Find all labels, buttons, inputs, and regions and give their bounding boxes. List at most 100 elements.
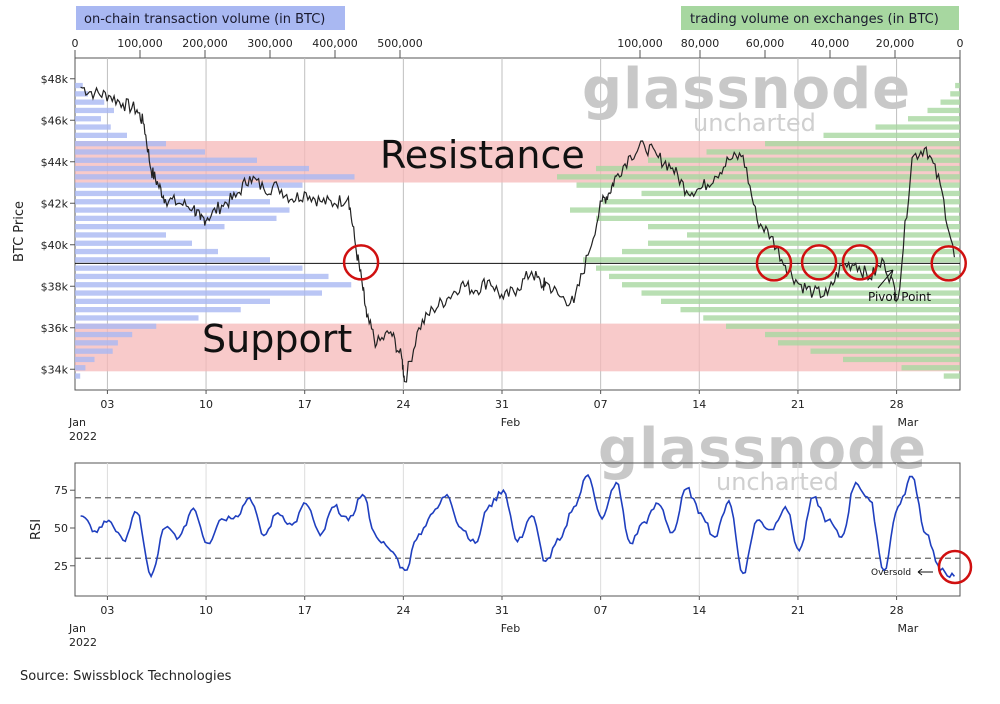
- onchain-header-box: [76, 6, 345, 30]
- exchange-tick-label: 80,000: [681, 37, 720, 50]
- rsi-x-tick-label: 28: [890, 604, 904, 617]
- exchange-volume-bar: [661, 298, 960, 304]
- exchange-tick-label: 20,000: [876, 37, 915, 50]
- onchain-volume-bar: [75, 116, 101, 122]
- exchange-volume-bar: [641, 190, 960, 197]
- rsi-x-tick-label: 10: [199, 604, 213, 617]
- onchain-volume-bar: [75, 348, 113, 354]
- rsi-month-label: Jan: [68, 622, 86, 635]
- rsi-x-tick-label: 21: [791, 604, 805, 617]
- exchange-volume-bar: [687, 232, 960, 238]
- onchain-volume-bar: [75, 99, 105, 105]
- exchange-tick-label: 100,000: [617, 37, 663, 50]
- price-y-tick-label: $48k: [41, 73, 69, 86]
- oversold-circle: [937, 549, 973, 585]
- onchain-volume-bar: [75, 165, 309, 172]
- watermark-sub: uncharted: [693, 109, 816, 137]
- watermark-top: glassnode uncharted: [582, 57, 911, 137]
- exchange-volume-bar: [901, 365, 960, 371]
- price-month-label: Feb: [501, 416, 520, 429]
- rsi-month-label: Feb: [501, 622, 520, 635]
- price-month-label: Mar: [897, 416, 918, 429]
- exchange-volume-bar: [570, 207, 960, 213]
- onchain-volume-bar: [75, 248, 218, 255]
- oversold-label: Oversold: [871, 568, 911, 578]
- price-y-tick-label: $40k: [41, 239, 69, 252]
- exchange-volume-bar: [576, 182, 960, 188]
- price-x-tick-label: 10: [199, 398, 213, 411]
- rsi-month-label: Mar: [897, 622, 918, 635]
- pivot-circle-marker: [841, 244, 879, 281]
- onchain-volume-bar: [75, 298, 270, 304]
- rsi-month-label: 2022: [69, 636, 97, 649]
- price-y-tick-label: $44k: [41, 156, 69, 169]
- exchange-volume-bar: [778, 340, 960, 346]
- pivot-circle-marker: [342, 244, 380, 281]
- onchain-volume-bar: [75, 290, 322, 296]
- exchange-volume-bar: [596, 265, 960, 271]
- price-x-tick-label: 03: [100, 398, 114, 411]
- onchain-volume-bar: [75, 182, 303, 188]
- exchange-volume-bar: [875, 124, 960, 130]
- exchange-volume-bar: [641, 290, 960, 296]
- rsi-y-tick-label: 25: [54, 560, 68, 573]
- onchain-volume-bar: [75, 265, 303, 271]
- price-x-tick-label: 31: [495, 398, 509, 411]
- rsi-y-label: RSI: [29, 519, 44, 540]
- rsi-x-tick-label: 31: [495, 604, 509, 617]
- exchange-volume-bar: [943, 373, 960, 379]
- onchain-tick-label: 500,000: [377, 37, 423, 50]
- onchain-volume-bar: [75, 373, 81, 379]
- support-label: Support: [202, 317, 352, 361]
- onchain-tick-label: 400,000: [312, 37, 358, 50]
- exchange-volume-profile: [557, 82, 960, 379]
- exchange-header-label: trading volume on exchanges (in BTC): [690, 12, 939, 27]
- exchange-volume-bar: [765, 331, 960, 338]
- exchange-volume-bar: [765, 141, 960, 147]
- rsi-y-tick-label: 50: [54, 522, 68, 535]
- price-y-tick-label: $38k: [41, 280, 69, 293]
- exchange-volume-bar: [955, 82, 960, 89]
- pivot-circles: [342, 244, 967, 282]
- onchain-volume-bar: [75, 273, 329, 280]
- rsi-x-tick-label: 17: [298, 604, 312, 617]
- exchange-volume-bar: [557, 174, 960, 180]
- exchange-volume-bar: [940, 99, 960, 105]
- exchange-volume-bar: [908, 116, 960, 122]
- watermark-sub-2: uncharted: [716, 468, 839, 496]
- onchain-volume-bar: [75, 257, 270, 263]
- onchain-volume-bar: [75, 132, 127, 138]
- onchain-tick-label: 0: [72, 37, 79, 50]
- rsi-plot-frame: [74, 462, 961, 597]
- onchain-volume-bar: [75, 232, 166, 238]
- exchange-header-box: [681, 6, 959, 30]
- rsi-y-axis: 25 50 75: [54, 484, 75, 573]
- price-y-label: BTC Price: [12, 201, 27, 262]
- onchain-volume-bar: [75, 224, 225, 230]
- onchain-volume-bar: [75, 215, 277, 221]
- exchange-volume-bar: [622, 248, 960, 255]
- exchange-volume-bar: [823, 132, 960, 138]
- price-x-tick-label: 07: [594, 398, 608, 411]
- exchange-volume-bar: [703, 315, 960, 321]
- onchain-volume-bar: [75, 107, 114, 114]
- rsi-x-tick-label: 03: [100, 604, 114, 617]
- price-month-label: 2022: [69, 430, 97, 443]
- exchange-volume-bar: [648, 240, 960, 246]
- onchain-volume-bar: [75, 190, 238, 197]
- resistance-label: Resistance: [380, 133, 585, 177]
- price-y-tick-label: $46k: [41, 114, 69, 127]
- price-month-label: Jan: [68, 416, 86, 429]
- price-x-tick-label: 28: [890, 398, 904, 411]
- rsi-panel: glassnode uncharted Oversold 25 50 75 03 10…: [29, 417, 973, 649]
- onchain-volume-bar: [75, 174, 355, 180]
- onchain-volume-bar: [75, 307, 241, 313]
- exchange-tick-label: 0: [957, 37, 964, 50]
- watermark-brand: glassnode: [582, 57, 911, 122]
- oversold-arrow-icon: [917, 568, 933, 576]
- onchain-volume-bar: [75, 315, 199, 321]
- exchange-volume-bar: [843, 356, 960, 363]
- exchange-volume-bar: [680, 307, 960, 313]
- exchange-volume-bar: [810, 348, 960, 354]
